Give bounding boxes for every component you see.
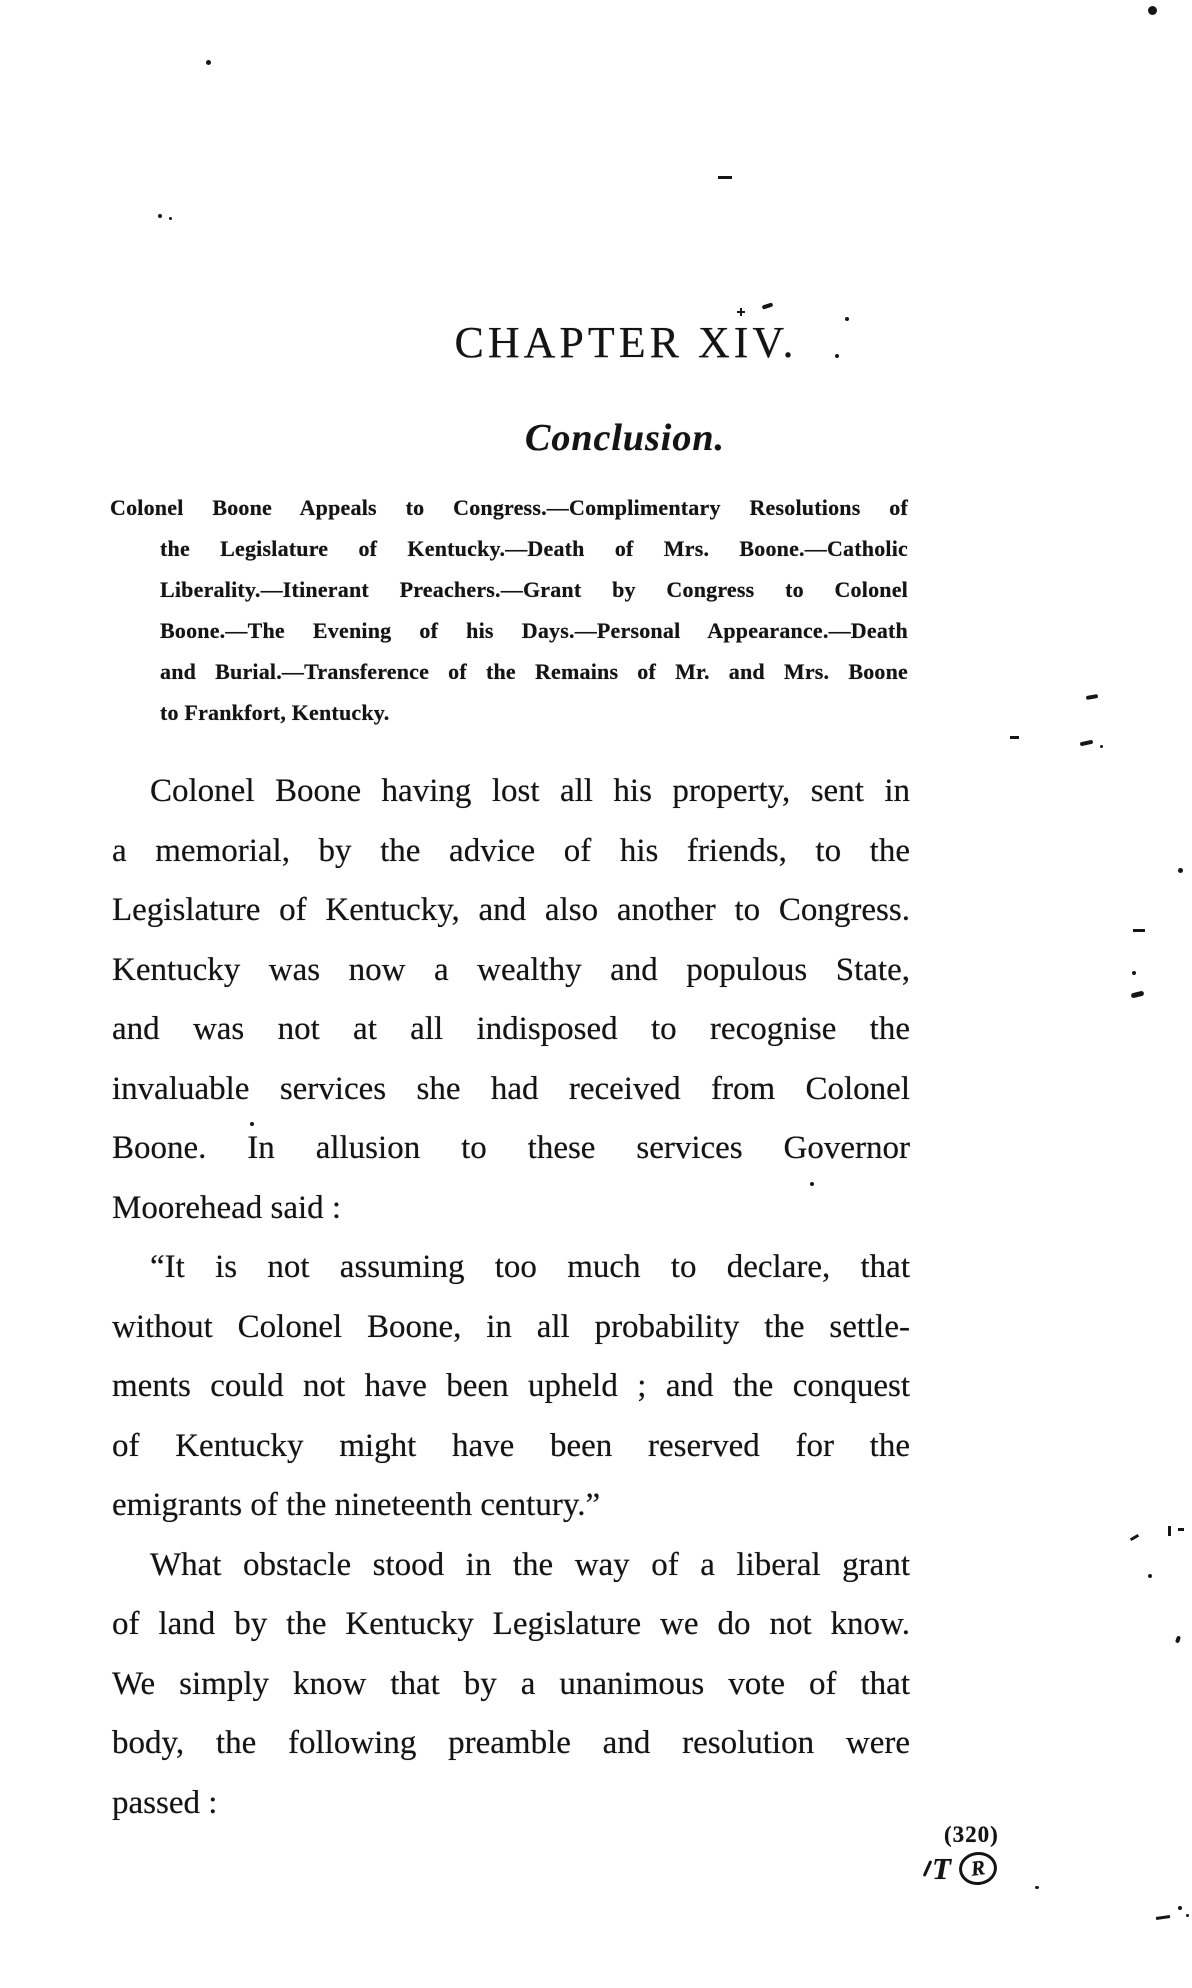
signature-letter: T [932, 1851, 951, 1886]
text-line: a memorial, by the advice of his friends… [112, 832, 910, 869]
scan-speck [1130, 990, 1145, 999]
text-line: What obstacle stood in the way of a libe… [150, 1546, 910, 1583]
body-text: Colonel Boone having lost all his proper… [112, 762, 910, 1833]
synopsis-line: Colonel Boone Appeals to Congress.—Compl… [110, 495, 908, 520]
scan-speck [740, 308, 742, 316]
scan-speck [1155, 1915, 1171, 1920]
scan-speck [1079, 739, 1094, 747]
scan-speck [1186, 1914, 1189, 1917]
text-line: Moorehead said : [112, 1189, 342, 1226]
text-line: body, the following preamble and resolut… [112, 1725, 910, 1761]
scan-speck [1148, 6, 1157, 15]
synopsis-line: Liberality.—Itinerant Preachers.—Grant b… [160, 577, 908, 602]
scan-speck [1100, 745, 1103, 748]
press-stamp: R [957, 1849, 999, 1888]
scan-speck [1178, 1906, 1182, 1910]
text-line: “It is not assuming too much to declare,… [150, 1249, 910, 1285]
scan-speck [835, 354, 839, 358]
synopsis-line: and Burial.—Transference of the Remains … [160, 659, 908, 684]
printer-marks: T R [922, 1849, 999, 1888]
text-line: Colonel Boone having lost all his proper… [150, 773, 910, 809]
scan-speck [1132, 971, 1136, 975]
scan-speck [718, 176, 732, 179]
text-line: Boone. In allusion to these services Gov… [112, 1130, 910, 1166]
scan-speck [810, 1182, 814, 1186]
synopsis-line: Boone.—The Evening of his Days.—Personal… [160, 618, 908, 643]
text-line: emigrants of the nineteenth century.” [112, 1487, 601, 1523]
scan-speck [1175, 1635, 1181, 1644]
text-line: ments could not have been upheld ; and t… [112, 1368, 910, 1404]
page-number: (320) [944, 1822, 999, 1847]
chapter-synopsis: Colonel Boone Appeals to Congress.—Compl… [110, 487, 908, 733]
scan-speck [845, 317, 849, 321]
scan-speck [1085, 693, 1099, 701]
text-line: invaluable services she had received fro… [112, 1070, 910, 1107]
scan-speck [250, 1122, 254, 1126]
chapter-subtitle: Conclusion. [524, 416, 726, 459]
scan-speck [1168, 1526, 1171, 1536]
text-line: passed : [112, 1784, 218, 1821]
text-line: and was not at all indisposed to recogni… [112, 1011, 910, 1047]
scan-speck [169, 217, 172, 220]
text-line: We simply know that by a unanimous vote … [112, 1665, 910, 1702]
scan-speck [1178, 1528, 1184, 1531]
chapter-heading: CHAPTER XIV. [454, 318, 798, 368]
scan-speck [158, 214, 162, 218]
scan-speck [1010, 736, 1019, 739]
scan-speck [1129, 1533, 1140, 1542]
scan-speck [206, 60, 211, 65]
text-line: of land by the Kentucky Legislature we d… [112, 1606, 910, 1642]
signature-slash-mark [922, 1860, 933, 1877]
text-line: without Colonel Boone, in all probabilit… [112, 1308, 910, 1345]
scan-speck [1035, 1886, 1039, 1889]
text-line: of Kentucky might have been reserved for… [112, 1427, 910, 1464]
scan-speck [1148, 1574, 1152, 1578]
text-line: Legislature of Kentucky, and also anothe… [112, 892, 910, 928]
scan-speck [1178, 868, 1183, 873]
synopsis-line: the Legislature of Kentucky.—Death of Mr… [160, 536, 908, 561]
text-line: Kentucky was now a wealthy and populous … [112, 951, 910, 988]
scan-speck [1133, 929, 1145, 932]
scan-speck [761, 302, 774, 310]
synopsis-line: to Frankfort, Kentucky. [160, 700, 390, 725]
